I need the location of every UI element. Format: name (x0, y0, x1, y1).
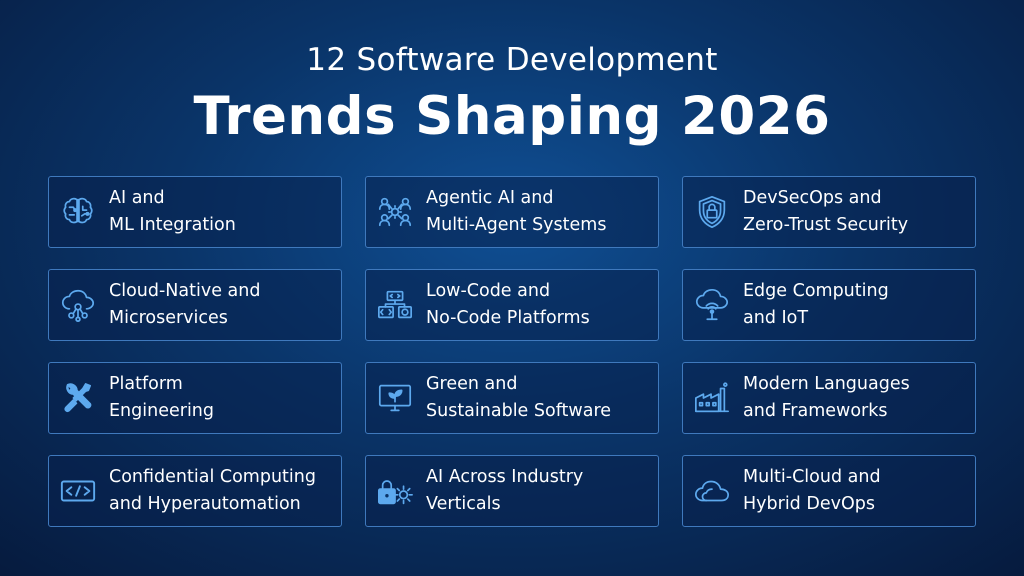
trend-card-title-line1: DevSecOps and (743, 188, 882, 208)
trend-card-low-code: Low-Code and No-Code Platforms (365, 269, 659, 341)
trend-card-title-line2: and IoT (743, 308, 809, 328)
trend-card-platform-engineering: Platform Engineering (48, 362, 342, 434)
shield-lock-icon (691, 191, 733, 233)
trend-card-title-line1: AI and (109, 188, 165, 208)
brain-circuit-icon (57, 191, 99, 233)
trend-card-title-line1: Green and (426, 374, 518, 394)
trend-card-ai-industry: AI Across Industry Verticals (365, 455, 659, 527)
trend-card-title-line2: Zero-Trust Security (743, 215, 909, 235)
title-heading: Trends Shaping 2026 (193, 86, 831, 147)
trend-card-title-line2: Verticals (426, 494, 501, 514)
trend-card-title-line2: Engineering (109, 401, 214, 421)
trend-card-title-line1: Platform (109, 374, 183, 394)
trend-card-title-line2: Sustainable Software (426, 401, 612, 421)
trend-card-confidential-computing: Confidential Computing and Hyperautomati… (48, 455, 342, 527)
trend-card-title-line1: AI Across Industry (426, 467, 584, 487)
trend-card-title-line1: Cloud-Native and (109, 281, 261, 301)
trend-card-title-line1: Low-Code and (426, 281, 551, 301)
trend-card-edge-computing: Edge Computing and IoT (682, 269, 976, 341)
cloud-nodes-icon (57, 284, 99, 326)
trend-card-title-line2: and Hyperautomation (109, 494, 301, 514)
trend-card-ai-ml: AI and ML Integration (48, 176, 342, 248)
trend-card-title-line2: and Frameworks (743, 401, 888, 421)
wrench-screwdriver-icon (57, 377, 99, 419)
trend-card-title-line2: Microservices (109, 308, 228, 328)
trend-card-title-line2: No-Code Platforms (426, 308, 590, 328)
lock-gear-icon (374, 470, 416, 512)
trend-card-agentic-ai: Agentic AI and Multi-Agent Systems (365, 176, 659, 248)
trend-card-title-line1: Edge Computing (743, 281, 889, 301)
trend-card-title-line1: Multi-Cloud and (743, 467, 881, 487)
trend-card-title-line2: Multi-Agent Systems (426, 215, 607, 235)
trend-card-cloud-native: Cloud-Native and Microservices (48, 269, 342, 341)
trend-card-title-line2: Hybrid DevOps (743, 494, 875, 514)
code-brackets-icon (57, 470, 99, 512)
trend-card-modern-languages: Modern Languages and Frameworks (682, 362, 976, 434)
trend-card-title-line1: Modern Languages (743, 374, 910, 394)
trend-card-devsecops: DevSecOps and Zero-Trust Security (682, 176, 976, 248)
cloud-antenna-icon (691, 284, 733, 326)
cloud-icon (691, 470, 733, 512)
trend-card-title-line2: ML Integration (109, 215, 236, 235)
factory-icon (691, 377, 733, 419)
trend-card-title-line1: Agentic AI and (426, 188, 554, 208)
monitor-leaf-icon (374, 377, 416, 419)
title-subheading: 12 Software Development (306, 42, 718, 78)
trend-card-title-line1: Confidential Computing (109, 467, 316, 487)
low-code-blocks-icon (374, 284, 416, 326)
trends-grid: AI and ML Integration Agentic AI and Mul… (48, 176, 976, 527)
trend-card-multi-cloud: Multi-Cloud and Hybrid DevOps (682, 455, 976, 527)
multi-agent-network-icon (374, 191, 416, 233)
trend-card-green-software: Green and Sustainable Software (365, 362, 659, 434)
